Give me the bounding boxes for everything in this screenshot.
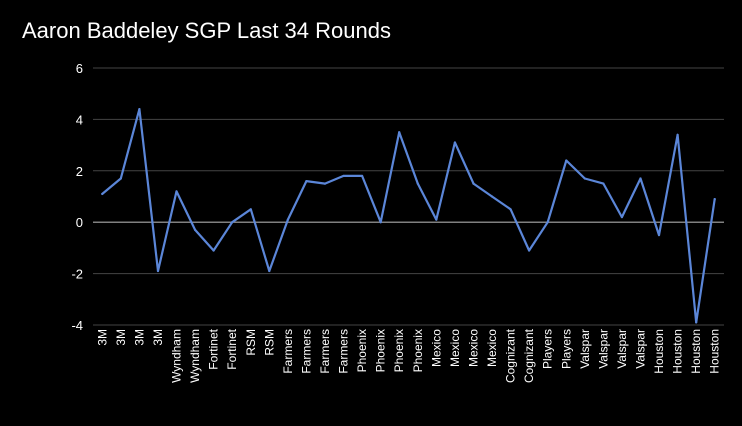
x-axis-ticks: 3M 3M 3M 3M Wyndham Wyndham Fortinet Fortinet RS… — [95, 328, 721, 383]
x-tick-label: RSM — [244, 329, 258, 356]
data-point — [342, 174, 345, 178]
data-point — [602, 182, 605, 185]
data-point — [305, 179, 308, 183]
data-point — [156, 269, 160, 273]
x-tick-label: Players — [541, 329, 555, 369]
data-point — [676, 133, 679, 136]
data-point — [546, 221, 549, 224]
y-tick-label: 2 — [76, 164, 83, 179]
x-tick-label: Valspar — [596, 329, 610, 369]
data-point — [565, 159, 568, 162]
x-tick-label: 3M — [132, 329, 146, 346]
data-point — [268, 269, 271, 273]
data-point — [212, 249, 215, 252]
x-tick-label: Phoenix — [411, 329, 425, 372]
series-layer — [101, 107, 716, 324]
data-point — [695, 321, 698, 324]
data-point — [398, 131, 401, 134]
y-axis-ticks: -4 -2 0 2 4 6 — [71, 61, 83, 333]
x-tick-label: Wyndham — [170, 329, 184, 383]
x-tick-label: 3M — [114, 329, 128, 346]
data-point — [509, 208, 512, 211]
chart-title: Aaron Baddeley SGP Last 34 Rounds — [22, 18, 391, 43]
x-tick-label: Mexico — [485, 329, 499, 367]
y-tick-label: 6 — [76, 61, 83, 76]
x-tick-label: Cognizant — [504, 328, 518, 383]
data-point — [379, 221, 382, 224]
x-tick-label: Phoenix — [374, 329, 388, 372]
y-tick-label: -4 — [71, 318, 83, 333]
y-tick-label: 0 — [76, 215, 83, 230]
data-point — [286, 218, 289, 221]
data-point — [323, 182, 327, 185]
x-tick-label: Farmers — [318, 329, 332, 374]
x-tick-label: Farmers — [281, 329, 295, 374]
x-tick-label: Fortinet — [207, 328, 221, 369]
x-tick-label: 3M — [95, 329, 109, 346]
x-tick-label: Phoenix — [392, 329, 406, 372]
data-point — [138, 108, 141, 111]
data-point — [193, 228, 197, 232]
data-point — [361, 174, 364, 178]
x-tick-label: Mexico — [448, 329, 462, 367]
data-point — [453, 141, 456, 144]
x-tick-label: Players — [559, 329, 573, 369]
data-point — [416, 182, 419, 185]
x-tick-label: Houston — [671, 329, 685, 374]
x-tick-label: Cognizant — [522, 328, 536, 383]
data-point — [175, 190, 178, 193]
x-tick-label: Valspar — [633, 329, 647, 369]
x-tick-label: Houston — [689, 329, 703, 374]
x-tick-label: Valspar — [615, 329, 629, 369]
y-tick-label: -2 — [71, 267, 83, 282]
gridlines — [93, 67, 724, 326]
y-tick-label: 4 — [76, 112, 83, 127]
x-tick-label: RSM — [262, 329, 276, 356]
x-tick-label: Houston — [652, 329, 666, 374]
data-point — [639, 177, 642, 180]
data-point — [490, 195, 494, 198]
data-point — [231, 221, 234, 224]
data-point — [119, 177, 122, 180]
x-tick-label: 3M — [151, 329, 165, 346]
data-point — [435, 218, 438, 221]
data-point — [528, 249, 531, 252]
x-tick-label: Farmers — [299, 329, 313, 374]
data-point — [583, 177, 586, 180]
data-point — [713, 197, 716, 201]
data-point — [249, 208, 252, 211]
data-point — [620, 215, 624, 219]
x-tick-label: Valspar — [578, 329, 592, 369]
x-tick-label: Farmers — [337, 329, 351, 374]
series-line — [101, 107, 716, 324]
x-tick-label: Fortinet — [225, 328, 239, 369]
x-tick-label: Houston — [708, 329, 722, 374]
x-tick-label: Mexico — [429, 329, 443, 367]
data-point — [657, 233, 661, 237]
data-point — [472, 182, 475, 185]
x-tick-label: Mexico — [466, 329, 480, 367]
data-point — [101, 192, 104, 196]
x-tick-label: Wyndham — [188, 329, 202, 383]
x-tick-label: Phoenix — [355, 329, 369, 372]
